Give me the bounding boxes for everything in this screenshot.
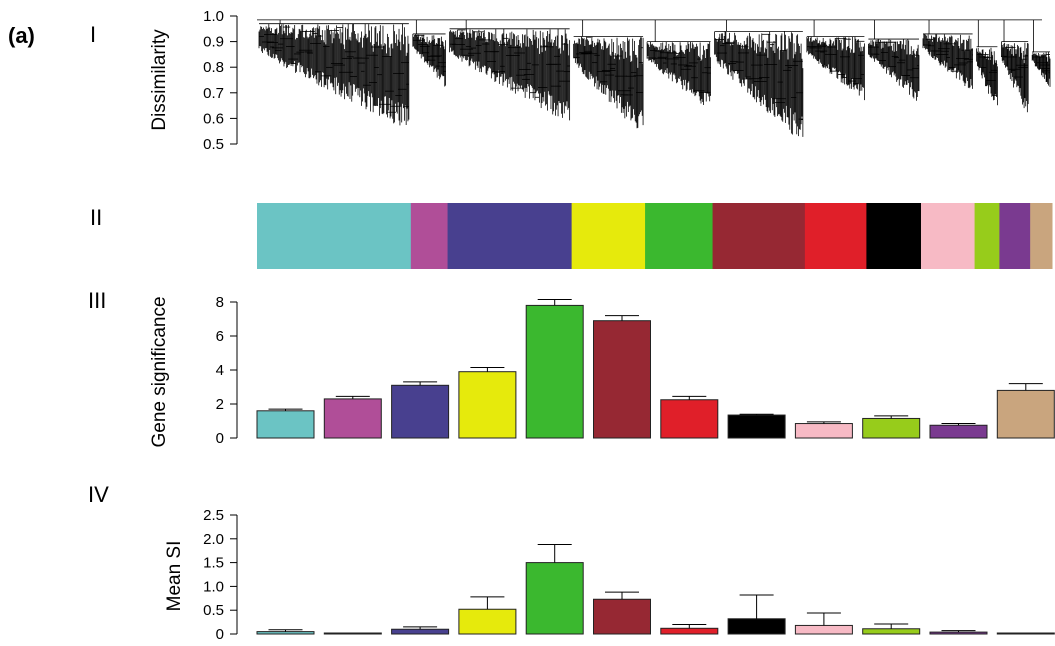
figure-label: (a) <box>8 23 35 48</box>
gene-significance-bar <box>593 320 651 439</box>
module-color-segment <box>804 203 867 269</box>
gene-significance-y-tick-label: 4 <box>216 362 224 379</box>
gene-significance-chart: Gene significance 0 2 4 6 8 <box>149 294 1055 448</box>
gene-significance-bar <box>391 384 450 439</box>
mean-si-y-tick-label: 1.5 <box>203 555 224 572</box>
gene-significance-bar <box>862 417 921 439</box>
gene-significance-y-axis-title: Gene significance <box>149 296 170 447</box>
gene-significance-bar <box>929 424 988 439</box>
mean-si-y-tick-label: 1.0 <box>203 578 224 595</box>
dendrogram-cluster <box>646 19 711 105</box>
mean-si-bar <box>996 632 1055 635</box>
gene-significance-y-ticks: 0 2 4 6 8 <box>216 294 237 447</box>
gene-significance-bar <box>794 423 853 439</box>
dendrogram-y-axis-title: Dissimilarity <box>149 29 170 131</box>
module-color-segment <box>974 203 1000 269</box>
panel-label-i: I <box>90 22 96 47</box>
dendrogram-cluster <box>573 19 644 129</box>
dendrogram-y-tick-label: 0.7 <box>203 85 224 102</box>
module-color-segment <box>571 203 646 269</box>
mean-si-bar <box>458 608 517 635</box>
dendrogram-cluster <box>1000 19 1029 113</box>
gene-significance-bar <box>323 398 382 439</box>
gene-significance-bar <box>660 399 719 439</box>
module-color-segment <box>920 203 976 269</box>
gene-significance-bars <box>256 298 1055 439</box>
mean-si-y-tick-label: 0 <box>216 626 224 643</box>
dendrogram-y-tick-label: 1.0 <box>203 8 224 25</box>
dendrogram-y-ticks: 0.5 0.6 0.7 0.8 0.9 1.0 <box>203 8 237 153</box>
gene-significance-bar <box>458 371 517 439</box>
gene-significance-y-tick-label: 6 <box>216 328 224 345</box>
dendrogram-cluster <box>976 19 998 106</box>
module-color-segment <box>645 203 714 269</box>
mean-si-bar <box>525 562 584 635</box>
module-color-segment <box>410 203 449 269</box>
mean-si-bar <box>794 624 853 635</box>
gene-significance-bar <box>525 304 584 439</box>
dendrogram-cluster <box>714 19 804 137</box>
dendrogram-y-tick-label: 0.8 <box>203 59 224 76</box>
dendrogram-cluster <box>258 19 410 126</box>
mean-si-y-ticks: 0 0.5 1.0 1.5 2.0 2.5 <box>203 507 237 643</box>
mean-si-bar <box>256 631 315 635</box>
mean-si-bar <box>391 628 450 635</box>
module-color-segment <box>999 203 1031 269</box>
dendrogram-cluster <box>1031 19 1051 87</box>
gene-significance-y-tick-label: 2 <box>216 396 224 413</box>
mean-si-y-tick-label: 2.5 <box>203 507 224 524</box>
module-color-segment <box>1030 203 1053 269</box>
mean-si-bar <box>727 618 786 635</box>
gene-significance-bar <box>996 389 1055 439</box>
panel-label-ii: II <box>90 205 102 230</box>
module-color-strip <box>257 203 1053 269</box>
dendrogram-y-tick-label: 0.9 <box>203 34 224 51</box>
panel-label-iv: IV <box>88 482 109 507</box>
module-color-segment <box>712 203 806 269</box>
mean-si-chart: Mean SI 0 0.5 1.0 1.5 2.0 2.5 <box>164 507 1055 643</box>
dendrogram-cluster <box>868 19 920 101</box>
dendrogram-y-tick-label: 0.5 <box>203 136 224 153</box>
mean-si-bars <box>256 544 1055 635</box>
gene-significance-bar <box>256 410 315 439</box>
mean-si-y-tick-label: 0.5 <box>203 602 224 619</box>
dendrogram-panel: Dissimilarity 0.5 0.6 0.7 0.8 0.9 1.0 <box>149 8 1051 153</box>
dendrogram-cluster <box>449 19 571 121</box>
gene-significance-bar <box>727 414 786 439</box>
dendrogram-y-tick-label: 0.6 <box>203 110 224 127</box>
dendrogram-cluster <box>806 19 865 101</box>
gene-significance-y-tick-label: 0 <box>216 430 224 447</box>
module-color-segment <box>866 203 922 269</box>
mean-si-bar <box>929 631 988 635</box>
dendrogram-cluster <box>922 19 973 89</box>
dendrogram-cluster <box>412 19 446 87</box>
dendrogram-tree <box>257 19 1051 137</box>
panel-label-iii: III <box>88 288 106 313</box>
module-color-segment <box>257 203 412 269</box>
gene-significance-y-tick-label: 8 <box>216 294 224 311</box>
mean-si-y-tick-label: 2.0 <box>203 531 224 548</box>
module-color-segment <box>447 203 573 269</box>
mean-si-bar <box>323 632 382 635</box>
mean-si-y-axis-title: Mean SI <box>164 541 185 612</box>
mean-si-bar <box>593 598 651 635</box>
mean-si-bar <box>660 627 719 635</box>
mean-si-bar <box>862 628 921 635</box>
